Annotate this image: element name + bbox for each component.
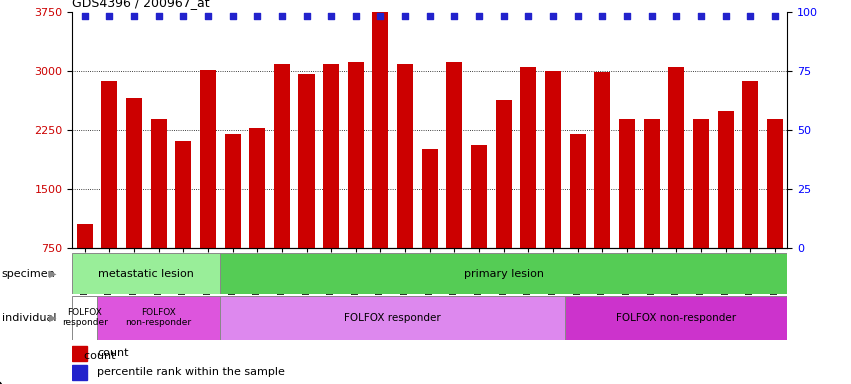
- Bar: [72, 346, 87, 361]
- Point: [768, 13, 782, 19]
- Text: FOLFOX
non-responder: FOLFOX non-responder: [126, 308, 191, 328]
- Bar: [72, 365, 87, 380]
- Bar: [397, 64, 413, 248]
- Point: [275, 13, 288, 19]
- Point: [349, 13, 363, 19]
- Bar: [72, 296, 97, 340]
- Bar: [348, 62, 364, 248]
- Bar: [101, 81, 117, 248]
- Point: [596, 13, 609, 19]
- Text: FOLFOX
responder: FOLFOX responder: [62, 308, 107, 328]
- Point: [77, 13, 91, 19]
- Bar: [742, 81, 758, 248]
- Bar: [97, 296, 220, 340]
- Bar: [220, 253, 787, 294]
- Point: [127, 13, 140, 19]
- Bar: [717, 111, 734, 248]
- Text: primary lesion: primary lesion: [464, 268, 544, 279]
- Point: [151, 13, 165, 19]
- Bar: [175, 141, 191, 248]
- Point: [226, 13, 239, 19]
- Point: [300, 13, 313, 19]
- Bar: [619, 119, 635, 248]
- Bar: [200, 70, 216, 248]
- Bar: [447, 62, 462, 248]
- Point: [250, 13, 264, 19]
- Text: percentile rank within the sample: percentile rank within the sample: [97, 367, 285, 377]
- Bar: [77, 224, 93, 248]
- Text: FOLFOX non-responder: FOLFOX non-responder: [616, 313, 736, 323]
- Bar: [693, 119, 709, 248]
- Bar: [545, 71, 561, 248]
- Bar: [569, 134, 585, 248]
- Point: [448, 13, 461, 19]
- Bar: [767, 119, 783, 248]
- Bar: [72, 253, 220, 294]
- Bar: [151, 119, 167, 248]
- Bar: [249, 128, 266, 248]
- Point: [522, 13, 535, 19]
- Point: [571, 13, 585, 19]
- Bar: [643, 119, 660, 248]
- Text: ▶: ▶: [49, 313, 57, 323]
- Text: GDS4396 / 200967_at: GDS4396 / 200967_at: [72, 0, 210, 9]
- Bar: [126, 98, 142, 248]
- Point: [324, 13, 338, 19]
- Bar: [220, 296, 565, 340]
- Bar: [594, 72, 610, 248]
- Point: [497, 13, 511, 19]
- Point: [102, 13, 116, 19]
- Point: [670, 13, 683, 19]
- Bar: [225, 134, 241, 248]
- Bar: [422, 149, 437, 248]
- Point: [472, 13, 486, 19]
- Point: [620, 13, 634, 19]
- Bar: [495, 101, 511, 248]
- Bar: [471, 146, 487, 248]
- Text: FOLFOX responder: FOLFOX responder: [345, 313, 441, 323]
- Point: [423, 13, 437, 19]
- Bar: [520, 67, 536, 248]
- Point: [719, 13, 733, 19]
- Text: individual: individual: [2, 313, 56, 323]
- Text: count: count: [77, 351, 115, 361]
- Text: specimen: specimen: [2, 268, 55, 279]
- Bar: [565, 296, 787, 340]
- Text: metastatic lesion: metastatic lesion: [99, 268, 194, 279]
- Text: ▶: ▶: [49, 268, 57, 279]
- Bar: [299, 74, 315, 248]
- Point: [744, 13, 757, 19]
- Bar: [274, 64, 290, 248]
- Point: [201, 13, 214, 19]
- Bar: [668, 68, 684, 248]
- Bar: [373, 12, 388, 248]
- Bar: [323, 64, 340, 248]
- Point: [398, 13, 412, 19]
- Point: [176, 13, 190, 19]
- Point: [694, 13, 708, 19]
- Point: [374, 13, 387, 19]
- Text: count: count: [97, 348, 129, 358]
- Point: [645, 13, 659, 19]
- Point: [546, 13, 560, 19]
